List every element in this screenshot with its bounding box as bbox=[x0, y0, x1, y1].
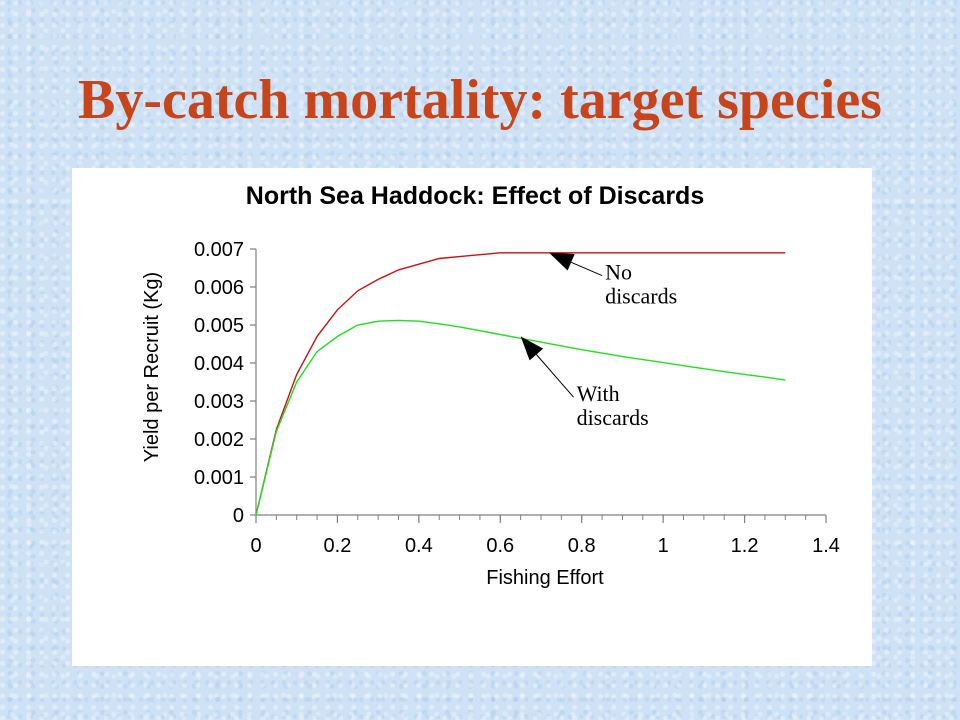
x-tick-label: 1.2 bbox=[731, 535, 759, 557]
y-tick-label: 0.005 bbox=[194, 315, 244, 337]
y-axis-label: Yield per Recruit (Kg) bbox=[141, 272, 163, 462]
axes: 0 0.001 0.002 0.003 0.004 0.005 0.006 0.007 0 0.2… bbox=[194, 239, 840, 557]
chart-panel: North Sea Haddock: Effect of Discards Fi… bbox=[72, 168, 872, 666]
annotation-arrowhead-1 bbox=[520, 336, 544, 361]
x-tick-label: 0.2 bbox=[324, 535, 352, 557]
y-tick-label: 0.002 bbox=[194, 429, 244, 451]
series-line-1 bbox=[255, 319, 786, 516]
x-tick-label: 0.8 bbox=[568, 535, 596, 557]
x-tick-label: 1 bbox=[658, 535, 669, 557]
x-tick-label: 1.4 bbox=[812, 535, 840, 557]
x-tick-label: 0.4 bbox=[405, 535, 433, 557]
annotation-label-0-1: discards bbox=[605, 284, 677, 309]
y-tick-label: 0.003 bbox=[194, 391, 244, 413]
annotation-arrow-line-1 bbox=[536, 354, 574, 398]
annotation-label-1-0: With bbox=[577, 381, 620, 406]
x-tick-label: 0 bbox=[250, 535, 261, 557]
x-axis-label: Fishing Effort bbox=[486, 567, 604, 589]
annotation-label-1-1: discards bbox=[577, 405, 649, 430]
series-layer bbox=[255, 252, 786, 516]
x-tick-label: 0.6 bbox=[486, 535, 514, 557]
y-tick-label: 0.007 bbox=[194, 239, 244, 261]
annotation-label-0-0: No bbox=[605, 260, 632, 285]
y-tick-label: 0.006 bbox=[194, 277, 244, 299]
slide-title: By-catch mortality: target species bbox=[78, 69, 882, 131]
annotation-arrow-line-0 bbox=[570, 261, 603, 277]
annotation-arrowhead-0 bbox=[549, 252, 575, 271]
chart-title: North Sea Haddock: Effect of Discards bbox=[246, 182, 704, 210]
yield-chart: North Sea Haddock: Effect of Discards Fi… bbox=[141, 182, 840, 589]
y-tick-label: 0.004 bbox=[194, 353, 244, 375]
y-tick-label: 0 bbox=[233, 505, 244, 527]
series-line-0 bbox=[255, 252, 786, 516]
y-tick-label: 0.001 bbox=[194, 467, 244, 489]
